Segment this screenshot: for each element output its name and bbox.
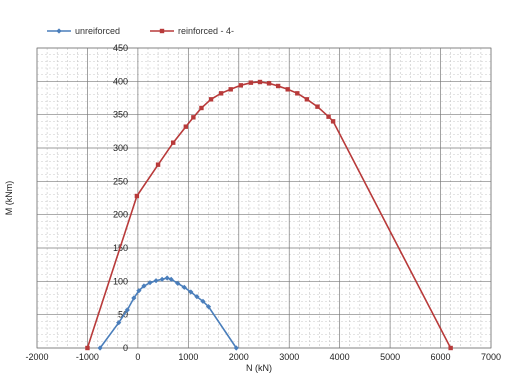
series-layer — [85, 79, 453, 351]
y-tick-label: 400 — [113, 76, 128, 86]
x-tick-label: 3000 — [279, 352, 299, 362]
data-point — [191, 115, 196, 120]
data-point — [136, 288, 142, 294]
data-point — [275, 83, 281, 89]
x-axis-ticks: -2000 -1000 0 1000 2000 3000 4000 5000 6000 7000 — [25, 352, 501, 362]
data-point — [199, 105, 204, 111]
data-point — [155, 162, 161, 167]
data-point — [181, 284, 187, 290]
data-point — [164, 275, 170, 281]
x-tick-label: 5000 — [380, 352, 400, 362]
data-point — [208, 97, 214, 102]
data-point — [330, 119, 336, 124]
x-tick-label: 1000 — [178, 352, 198, 362]
data-point — [85, 345, 90, 351]
data-point — [200, 298, 206, 304]
data-point — [131, 295, 137, 301]
data-point — [134, 193, 140, 199]
data-point — [315, 104, 320, 109]
y-tick-label: 250 — [113, 176, 128, 186]
x-tick-label: -2000 — [25, 352, 48, 362]
x-axis-title: N (kN) — [246, 363, 272, 373]
data-point — [141, 283, 147, 289]
data-point — [257, 79, 263, 85]
legend-label: reinforced - 4- — [178, 26, 234, 36]
data-point — [153, 278, 159, 284]
y-tick-label: 300 — [113, 143, 128, 153]
legend-item: unreiforced — [47, 26, 120, 36]
data-point — [448, 345, 453, 351]
x-tick-label: 7000 — [481, 352, 501, 362]
y-tick-label: 200 — [113, 210, 128, 220]
data-point — [228, 87, 233, 92]
legend-label: unreiforced — [75, 26, 120, 36]
series-unreiforced — [97, 275, 239, 351]
data-point — [97, 345, 103, 351]
x-tick-label: 6000 — [431, 352, 451, 362]
data-point — [238, 83, 243, 88]
data-point — [194, 294, 200, 300]
data-point — [248, 80, 254, 85]
data-point — [147, 280, 153, 286]
data-point — [218, 91, 224, 96]
y-axis-title: M (kNm) — [4, 181, 14, 216]
plot-area — [36, 47, 492, 349]
y-tick-label: 100 — [113, 276, 128, 286]
legend: unreiforced reinforced - 4- — [47, 26, 234, 36]
y-tick-label: 350 — [113, 110, 128, 120]
data-point — [168, 276, 174, 282]
data-point — [171, 140, 176, 145]
y-tick-label: 450 — [113, 43, 128, 53]
data-point — [285, 87, 290, 92]
minor-grid — [37, 48, 491, 348]
data-point — [295, 91, 300, 96]
data-point — [124, 307, 130, 313]
data-point — [175, 280, 181, 286]
data-point — [304, 97, 310, 102]
x-tick-label: 2000 — [229, 352, 249, 362]
y-tick-label: 50 — [118, 310, 128, 320]
y-tick-label: 0 — [123, 343, 128, 353]
x-tick-label: 4000 — [330, 352, 350, 362]
data-point — [116, 320, 122, 326]
legend-marker — [159, 28, 165, 34]
data-point — [159, 276, 165, 282]
data-point — [326, 114, 331, 119]
x-tick-label: -1000 — [76, 352, 99, 362]
x-tick-label: 0 — [135, 352, 140, 362]
legend-item: reinforced - 4- — [150, 26, 234, 36]
data-point — [205, 304, 212, 310]
data-point — [233, 345, 239, 351]
major-grid — [36, 47, 492, 349]
data-point — [188, 289, 194, 295]
series-line — [86, 81, 452, 349]
series-reinforced — [85, 79, 453, 351]
data-point — [183, 124, 189, 129]
legend-marker — [56, 28, 62, 34]
data-point — [266, 81, 272, 86]
